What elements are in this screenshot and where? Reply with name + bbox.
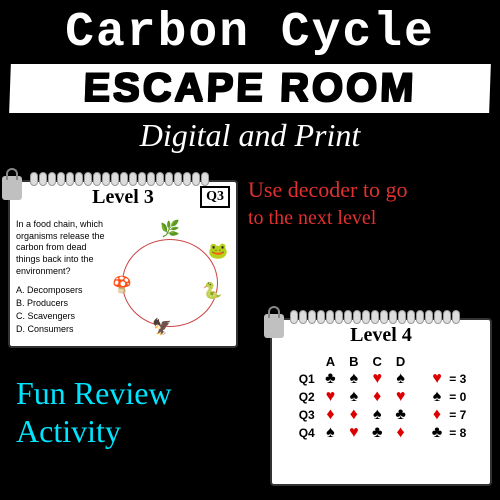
answer-a: A. Decomposers	[16, 285, 106, 297]
main-title-bar: ESCAPE ROOM	[9, 64, 491, 113]
table-row: Q3♦♦♠♣ ♦= 7	[294, 406, 469, 424]
question-number: Q3	[200, 186, 230, 208]
subtitle: Digital and Print	[0, 117, 500, 154]
question-text: In a food chain, which organisms release…	[16, 219, 106, 277]
table-row: Q2♥♠♦♥ ♠= 0	[294, 388, 469, 406]
col-header: C	[366, 353, 389, 370]
col-header: D	[389, 353, 412, 370]
level3-card: Level 3 Q3 In a food chain, which organi…	[8, 180, 238, 348]
level4-title: Level 4	[350, 324, 412, 347]
decoder-table: A B C D Q1♣♠♥♠ ♥= 3Q2♥♠♦♥ ♠= 0Q3♦♦♠♣ ♦= …	[294, 353, 469, 442]
table-row: Q4♠♥♣♦ ♣= 8	[294, 424, 469, 442]
col-header: A	[319, 353, 342, 370]
content-area: Level 3 Q3 In a food chain, which organi…	[0, 166, 500, 476]
table-row: Q1♣♠♥♠ ♥= 3	[294, 370, 469, 388]
top-title: Carbon Cycle	[0, 0, 500, 60]
level3-title: Level 3	[92, 186, 154, 209]
main-title: ESCAPE ROOM	[9, 66, 491, 111]
cycle-diagram: 🌿 🐸 🐍 🦅 🍄	[112, 219, 230, 337]
answer-d: D. Consumers	[16, 324, 106, 336]
col-header: B	[342, 353, 365, 370]
answer-options: A. Decomposers B. Producers C. Scavenger…	[16, 285, 106, 335]
decoder-callout: Use decoder to go to the next level	[248, 176, 407, 231]
answer-b: B. Producers	[16, 298, 106, 310]
answer-c: C. Scavengers	[16, 311, 106, 323]
review-callout: Fun Review Activity	[16, 374, 172, 451]
question-block: In a food chain, which organisms release…	[16, 219, 106, 337]
level4-card: Level 4 A B C D Q1♣♠♥♠ ♥= 3Q2♥♠♦♥ ♠= 0Q3…	[270, 318, 492, 486]
